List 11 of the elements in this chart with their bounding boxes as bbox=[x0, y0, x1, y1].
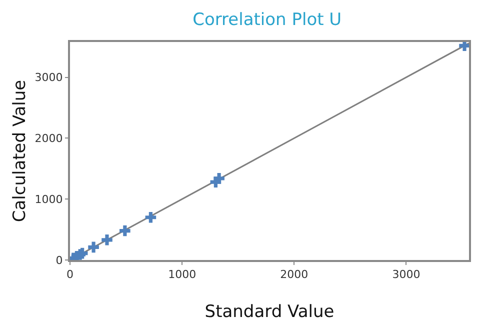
y-tick-label: 1000 bbox=[34, 192, 63, 206]
chart-title: Correlation Plot U bbox=[192, 10, 342, 30]
y-tick-label: 2000 bbox=[34, 132, 63, 146]
y-tick-label: 3000 bbox=[34, 71, 63, 84]
x-axis-title: Standard Value bbox=[204, 302, 334, 322]
x-tick-label: 3000 bbox=[392, 268, 420, 282]
x-tick-label: 2000 bbox=[280, 268, 308, 282]
x-tick-label: 0 bbox=[66, 268, 74, 282]
y-tick-label: 0 bbox=[56, 254, 63, 267]
y-axis-title: Calculated Value bbox=[10, 80, 30, 222]
x-tick-label: 1000 bbox=[168, 268, 196, 282]
